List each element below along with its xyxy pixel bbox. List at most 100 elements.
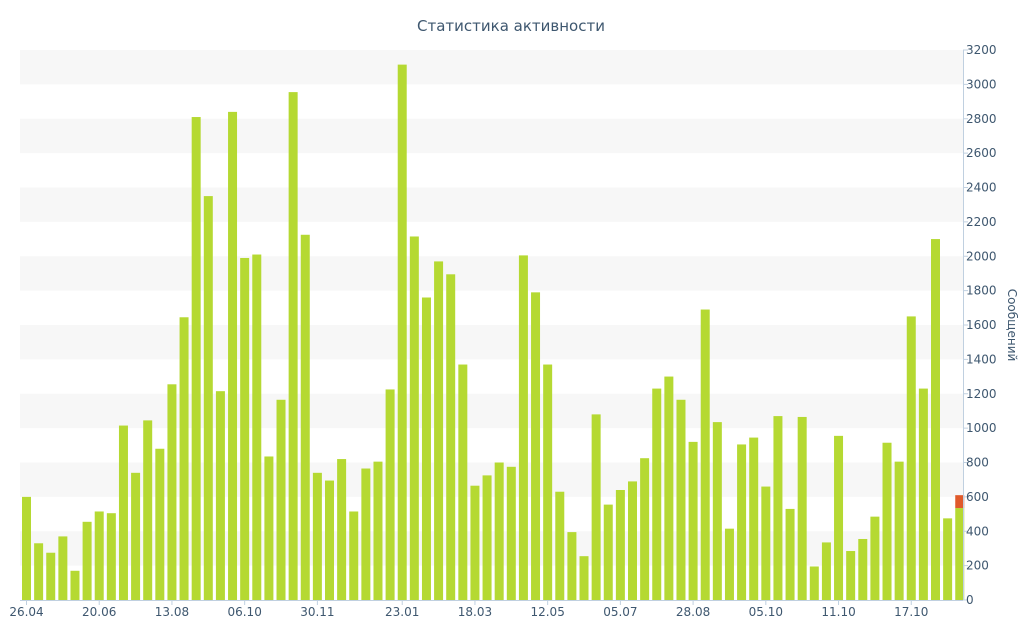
bar [579,556,589,600]
bar [337,459,347,600]
bar [543,364,553,600]
x-tick-label: 30.11 [300,605,334,619]
bar [155,448,165,600]
bar [385,389,395,600]
bar [276,399,286,600]
grid-band [20,187,963,222]
bar [834,435,844,600]
y-tick-label: 200 [966,559,989,573]
bar [106,513,116,600]
bar-current-highlight [955,495,965,509]
bar [737,444,747,600]
bar [22,496,31,601]
y-tick-label: 2800 [966,112,997,126]
bar [373,461,383,600]
bar [640,458,650,600]
bar [215,391,225,600]
bar [531,292,541,600]
bar [252,254,262,600]
bar [349,511,359,600]
bar [482,475,492,600]
y-tick-label: 1200 [966,387,997,401]
bar [603,504,613,600]
bar [179,317,189,600]
x-tick-label: 18.03 [458,605,492,619]
x-tick-label: 23.01 [385,605,419,619]
bar [591,414,601,601]
bar [870,516,880,600]
y-tick-label: 1400 [966,352,997,366]
y-axis-ticks: 0 200 400 600 800 1000 1200 1400 1600 1800 2000 220… [963,43,997,607]
bar-current [955,508,965,600]
y-tick-label: 1600 [966,318,997,332]
x-tick-label: 28.08 [676,605,710,619]
bar [361,468,371,600]
grid-band [20,118,963,154]
bar [894,461,904,600]
bar [312,472,322,600]
bar [167,384,177,600]
grid-band [20,50,963,85]
bar [300,234,310,600]
bar [567,532,577,600]
bar [70,570,80,600]
y-tick-label: 400 [966,524,989,538]
x-tick-label: 13.08 [155,605,189,619]
bar [555,491,565,600]
bar [264,456,274,600]
bar [761,486,771,600]
bar [34,543,44,600]
bar [712,422,722,600]
bar [773,416,783,600]
bar [434,261,444,600]
bar [821,542,831,600]
bar [397,64,407,601]
bar [82,521,92,600]
bar [240,257,250,600]
bar [882,442,892,600]
bar [228,111,238,601]
bar [797,416,807,600]
bar [615,490,625,600]
x-tick-label: 05.07 [603,605,637,619]
bar [446,274,456,600]
grid-band [20,393,963,429]
bar [46,552,56,600]
x-tick-label: 05.10 [749,605,783,619]
y-tick-label: 1800 [966,284,997,298]
chart-title: Статистика активности [417,17,605,35]
bar [906,316,916,600]
bar [664,376,674,600]
bar [458,364,468,600]
y-tick-label: 2600 [966,146,997,160]
bars [22,64,965,601]
y-tick-label: 2400 [966,181,997,195]
bar [846,551,856,600]
grid-band [20,256,963,291]
bar [421,297,431,600]
y-tick-label: 1000 [966,421,997,435]
y-axis-title: Сообщений [1005,289,1019,362]
bar [688,441,698,601]
y-tick-label: 800 [966,456,989,470]
y-tick-label: 2200 [966,215,997,229]
bar [724,528,734,600]
bar [94,511,104,600]
bar [288,92,298,601]
x-tick-label: 26.04 [9,605,43,619]
bar [470,485,480,600]
bar [628,481,637,600]
x-tick-label: 12.05 [530,605,564,619]
x-axis-ticks: 26.04 20.06 13.08 06.10 30.11 23.01 18.03 12.05… [9,600,928,619]
bar [58,536,68,600]
bar [506,466,516,600]
x-tick-label: 11.10 [821,605,855,619]
bar [676,399,686,600]
y-tick-label: 2000 [966,249,997,263]
bar [118,425,128,600]
bar [785,508,795,600]
bar [143,420,153,600]
bar [931,239,940,600]
bar [518,255,528,600]
